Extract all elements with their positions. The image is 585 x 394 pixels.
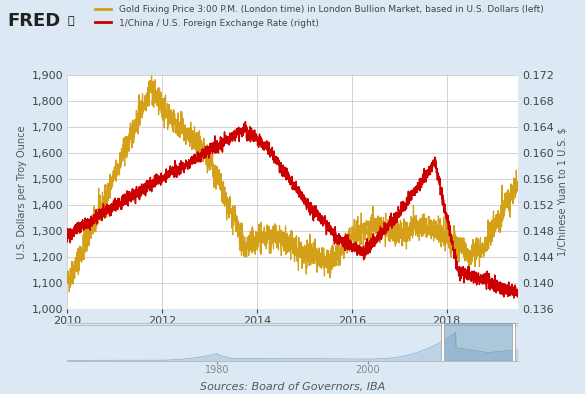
Legend: Gold Fixing Price 3:00 P.M. (London time) in London Bullion Market, based in U.S: Gold Fixing Price 3:00 P.M. (London time… [95, 5, 543, 28]
Text: FRED: FRED [8, 12, 61, 30]
Text: Sources: Board of Governors, IBA: Sources: Board of Governors, IBA [200, 382, 385, 392]
Bar [512, 323, 515, 361]
Bar [67, 323, 443, 361]
Y-axis label: 1/Chinese Yuan to 1 U.S. $: 1/Chinese Yuan to 1 U.S. $ [558, 128, 568, 256]
Text: 📈: 📈 [67, 16, 74, 26]
Bar [441, 323, 444, 361]
Bar [443, 323, 514, 361]
Y-axis label: U.S. Dollars per Troy Ounce: U.S. Dollars per Troy Ounce [18, 125, 27, 259]
